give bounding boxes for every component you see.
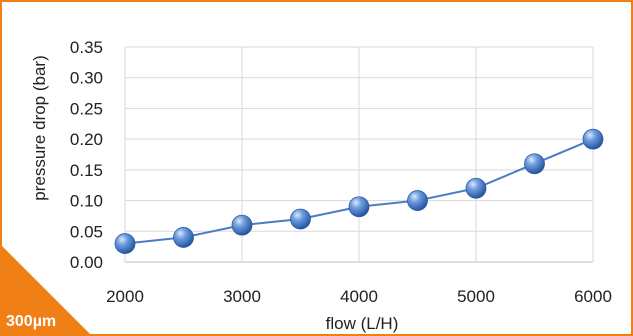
y-axis-ticks: 0.00 0.05 0.10 0.15 0.20 0.25 0.30 0.35 xyxy=(70,38,103,272)
x-axis-title: flow (L/H) xyxy=(326,314,399,333)
grid-lines xyxy=(124,46,594,263)
data-point xyxy=(173,227,194,248)
data-point xyxy=(114,233,136,254)
badge-label: 300µm xyxy=(6,313,56,330)
y-tick-label: 0.00 xyxy=(70,253,103,272)
data-point xyxy=(524,153,545,175)
series-layer xyxy=(114,128,604,254)
y-tick-label: 0.10 xyxy=(70,192,103,211)
y-tick-label: 0.30 xyxy=(70,69,103,88)
data-point xyxy=(465,177,487,199)
y-axis-title: pressure drop (bar) xyxy=(30,55,49,201)
y-tick-label: 0.25 xyxy=(70,99,103,118)
y-tick-label: 0.05 xyxy=(70,222,103,241)
badge-corner xyxy=(0,244,92,336)
x-tick-label: 5000 xyxy=(457,287,495,306)
x-tick-label: 3000 xyxy=(223,287,261,306)
data-point xyxy=(582,128,604,150)
y-tick-label: 0.15 xyxy=(70,161,103,180)
x-tick-label: 4000 xyxy=(340,287,378,306)
y-tick-label: 0.35 xyxy=(70,38,103,57)
data-point xyxy=(290,208,311,230)
data-point xyxy=(407,190,428,211)
data-point xyxy=(231,214,253,236)
x-tick-label: 6000 xyxy=(574,287,612,306)
x-axis-ticks: 2000 3000 4000 5000 6000 xyxy=(106,287,612,306)
y-tick-label: 0.20 xyxy=(70,130,103,149)
x-tick-label: 2000 xyxy=(106,287,144,306)
data-point xyxy=(348,196,370,218)
